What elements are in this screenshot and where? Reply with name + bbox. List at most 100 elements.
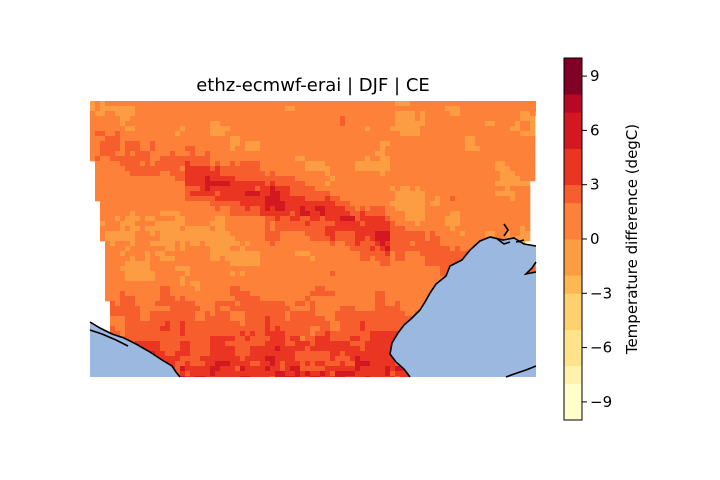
- field-cell: [170, 331, 176, 337]
- field-cell: [380, 306, 386, 312]
- field-cell: [385, 366, 391, 372]
- field-cell: [265, 351, 271, 357]
- field-cell: [180, 111, 186, 117]
- field-cell: [320, 196, 326, 202]
- field-cell: [505, 106, 511, 112]
- field-cell: [250, 251, 256, 257]
- field-cell: [220, 331, 226, 337]
- field-cell: [245, 371, 251, 377]
- field-cell: [435, 161, 441, 167]
- field-cell: [250, 196, 256, 202]
- field-cell: [125, 261, 131, 267]
- field-cell: [370, 131, 376, 137]
- field-cell: [120, 316, 126, 322]
- field-cell: [465, 176, 471, 182]
- field-cell: [450, 111, 456, 117]
- field-cell: [385, 141, 391, 147]
- field-cell: [505, 166, 511, 172]
- field-cell: [415, 171, 421, 177]
- field-cell: [280, 301, 286, 307]
- field-cell: [285, 356, 291, 362]
- field-cell: [180, 116, 186, 122]
- field-cell: [320, 186, 326, 192]
- field-cell: [320, 371, 326, 377]
- field-cell: [190, 201, 196, 207]
- field-cell: [140, 171, 146, 177]
- field-cell: [200, 221, 206, 227]
- field-cell: [95, 191, 101, 197]
- field-cell: [225, 241, 231, 247]
- field-cell: [450, 176, 456, 182]
- field-cell: [255, 316, 261, 322]
- field-cell: [95, 116, 101, 122]
- field-cell: [235, 196, 241, 202]
- field-cell: [485, 111, 491, 117]
- field-cell: [340, 231, 346, 237]
- field-cell: [285, 236, 291, 242]
- field-cell: [165, 201, 171, 207]
- field-cell: [470, 176, 476, 182]
- field-cell: [205, 361, 211, 367]
- field-cell: [460, 206, 466, 212]
- field-cell: [355, 251, 361, 257]
- field-cell: [355, 111, 361, 117]
- field-cell: [105, 176, 111, 182]
- field-cell: [365, 116, 371, 122]
- field-cell: [340, 291, 346, 297]
- field-cell: [165, 336, 171, 342]
- field-cell: [225, 101, 231, 107]
- field-cell: [250, 376, 256, 377]
- field-cell: [415, 151, 421, 157]
- field-cell: [230, 346, 236, 352]
- field-cell: [520, 161, 526, 167]
- field-cell: [195, 231, 201, 237]
- field-cell: [295, 161, 301, 167]
- field-cell: [95, 136, 101, 142]
- field-cell: [530, 161, 536, 167]
- field-cell: [495, 186, 501, 192]
- field-cell: [290, 146, 296, 152]
- field-cell: [355, 331, 361, 337]
- field-cell: [235, 121, 241, 127]
- field-cell: [180, 246, 186, 252]
- field-cell: [210, 236, 216, 242]
- field-cell: [385, 291, 391, 297]
- field-cell: [495, 166, 501, 172]
- field-cell: [305, 166, 311, 172]
- field-cell: [400, 166, 406, 172]
- field-cell: [250, 366, 256, 372]
- field-cell: [390, 241, 396, 247]
- field-cell: [295, 316, 301, 322]
- field-cell: [455, 246, 461, 252]
- field-cell: [310, 281, 316, 287]
- field-cell: [515, 231, 521, 237]
- field-cell: [395, 116, 401, 122]
- field-cell: [240, 196, 246, 202]
- field-cell: [130, 106, 136, 112]
- field-cell: [385, 106, 391, 112]
- field-cell: [330, 251, 336, 257]
- field-cell: [245, 121, 251, 127]
- field-cell: [135, 136, 141, 142]
- field-cell: [165, 246, 171, 252]
- field-cell: [395, 111, 401, 117]
- field-cell: [305, 226, 311, 232]
- field-cell: [160, 156, 166, 162]
- field-cell: [270, 351, 276, 357]
- field-cell: [360, 286, 366, 292]
- field-cell: [310, 316, 316, 322]
- field-cell: [490, 156, 496, 162]
- field-cell: [150, 201, 156, 207]
- field-cell: [315, 201, 321, 207]
- field-cell: [325, 121, 331, 127]
- field-cell: [235, 161, 241, 167]
- field-cell: [505, 181, 511, 187]
- field-cell: [130, 131, 136, 137]
- field-cell: [205, 376, 211, 377]
- field-cell: [350, 241, 356, 247]
- field-cell: [325, 311, 331, 317]
- field-cell: [320, 326, 326, 332]
- field-cell: [415, 146, 421, 152]
- field-cell: [195, 141, 201, 147]
